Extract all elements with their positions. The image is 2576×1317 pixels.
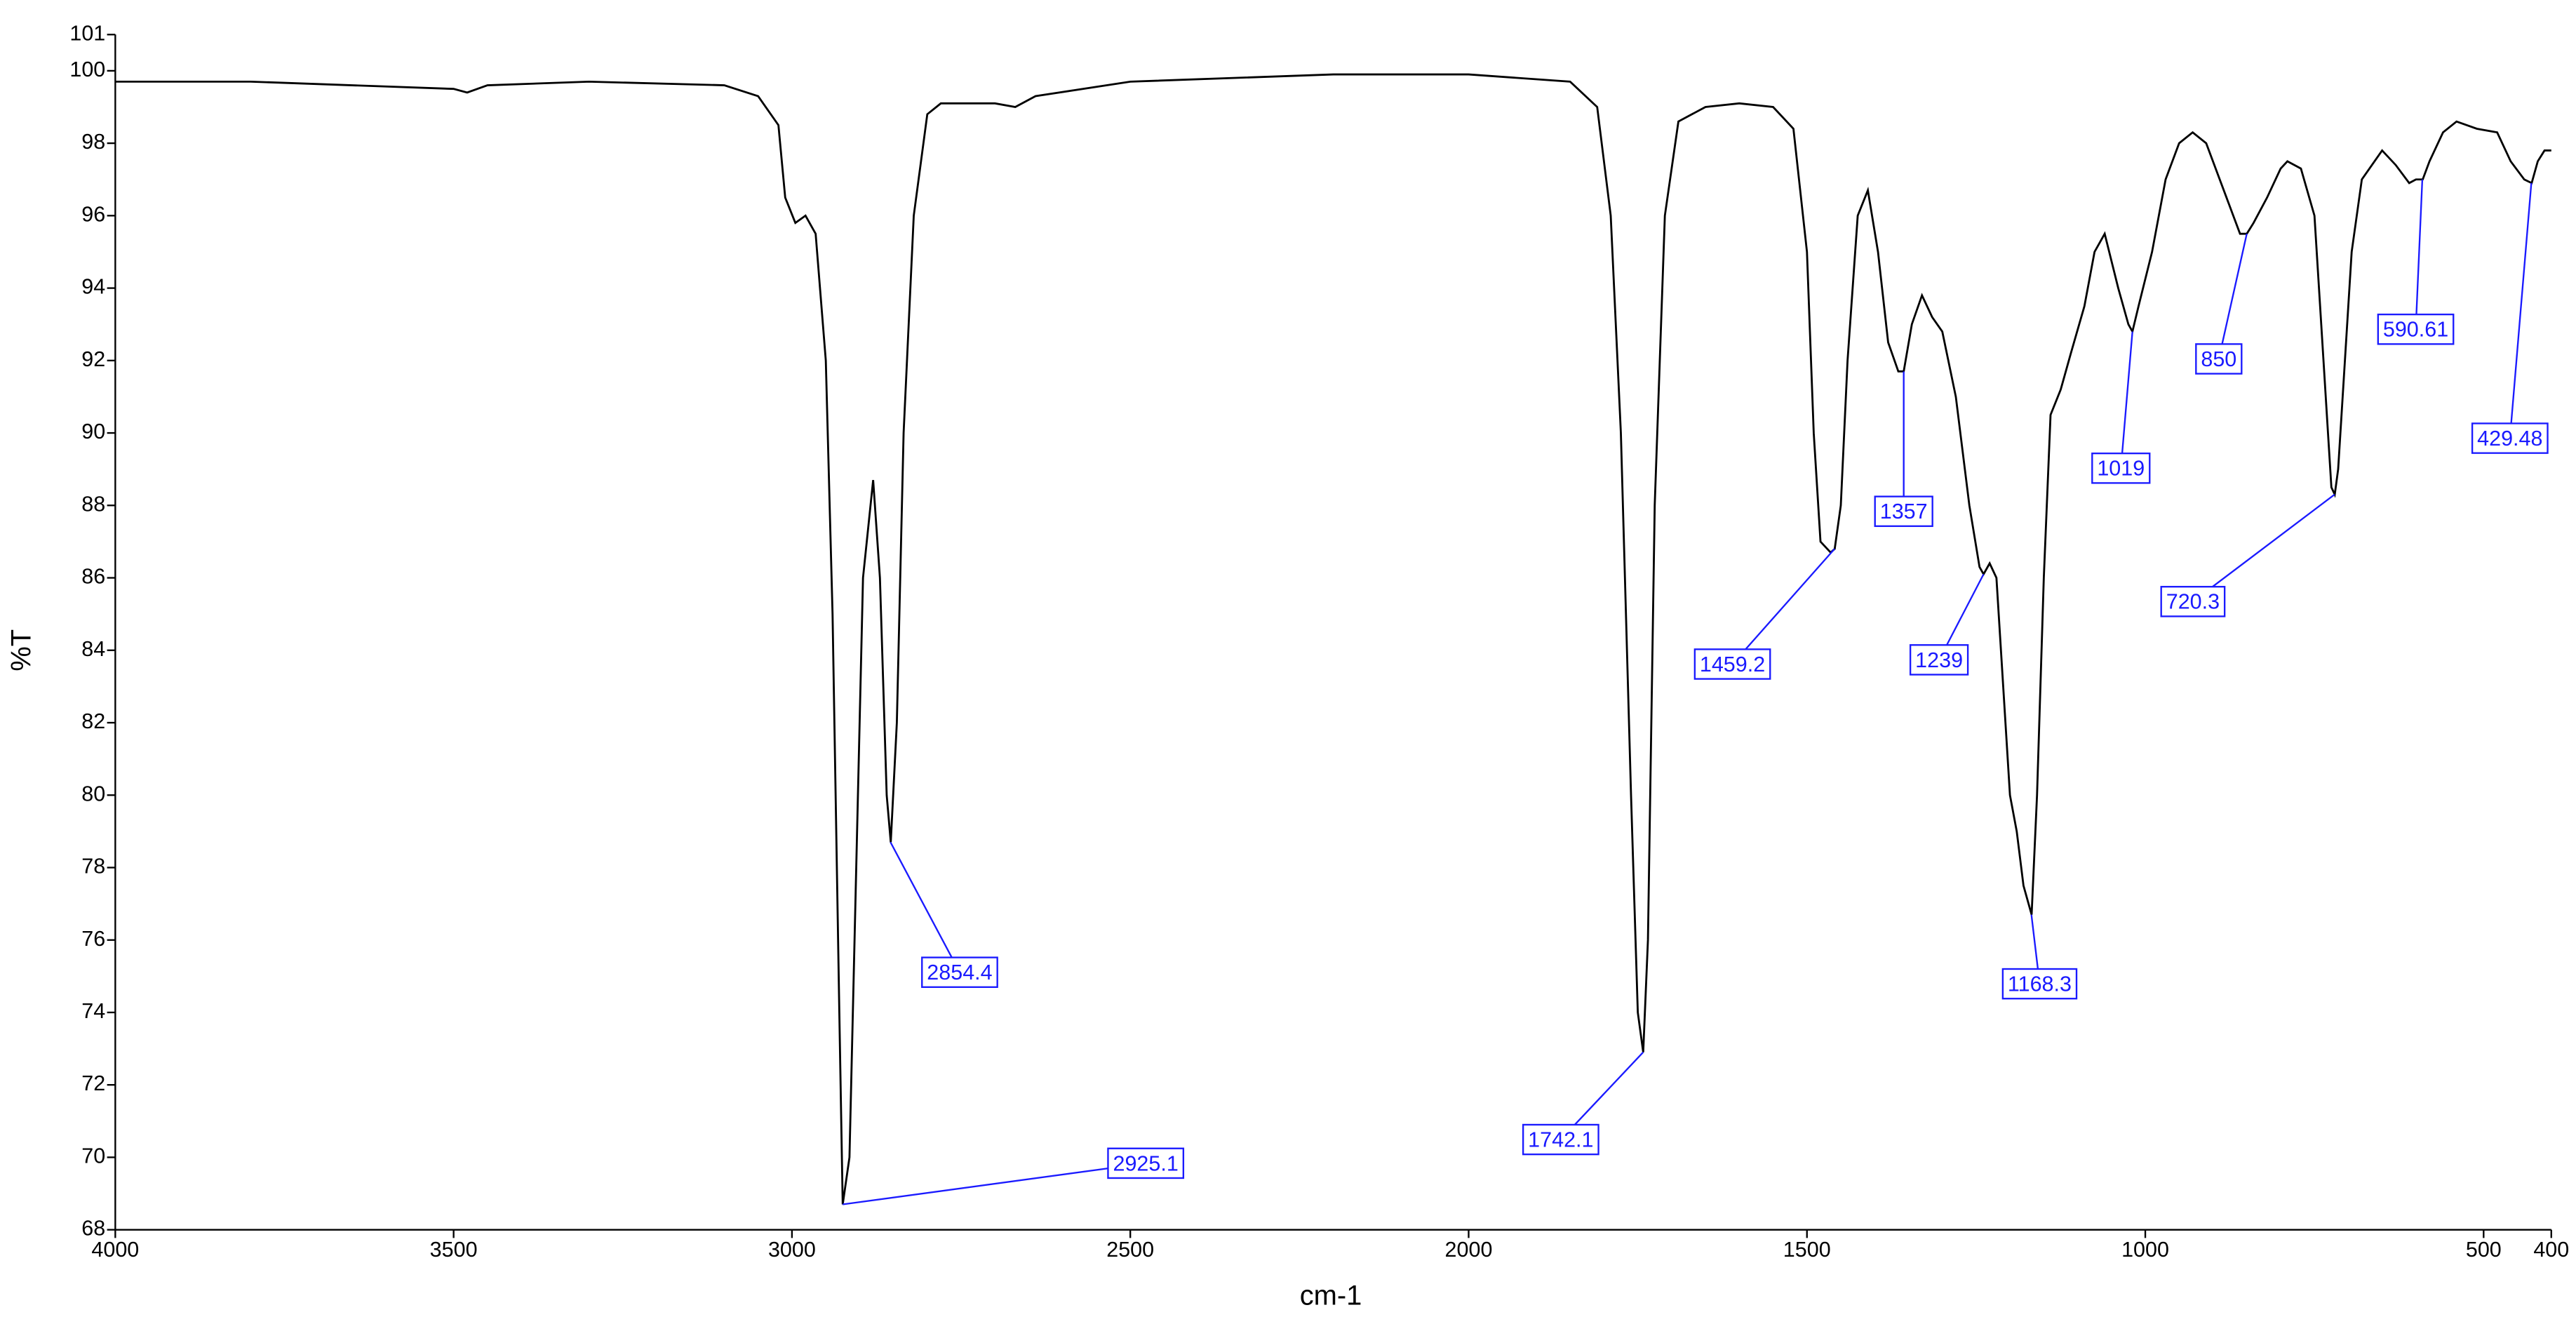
y-tick-label: 96 [81, 202, 105, 226]
peak-annotation: 2925.1 [843, 1147, 1185, 1205]
peak-label: 1459.2 [1700, 653, 1765, 676]
peak-annotation: 1742.1 [1522, 1051, 1644, 1156]
leader-line [2218, 233, 2248, 359]
peak-annotation: 1357 [1874, 371, 1933, 528]
peak-annotation: 2854.4 [890, 841, 998, 988]
peak-label: 1357 [1880, 500, 1928, 523]
peak-label: 1742.1 [1528, 1128, 1593, 1151]
y-tick-label: 94 [81, 275, 105, 299]
peak-annotation: 850 [2195, 233, 2248, 375]
x-tick-label: 1000 [2121, 1238, 2169, 1262]
y-tick-label: 70 [81, 1144, 105, 1168]
peak-annotation: 1019 [2091, 331, 2151, 484]
peak-annotation: 590.61 [2377, 179, 2455, 345]
x-tick-label: 2500 [1106, 1238, 1154, 1262]
peak-label: 1239 [1915, 648, 1963, 672]
peak-label: 2925.1 [1113, 1151, 1178, 1175]
x-tick-label: 4000 [91, 1238, 139, 1262]
label-box [1107, 1147, 1185, 1179]
y-tick-label: 86 [81, 565, 105, 589]
label-box [2091, 452, 2151, 484]
y-tick-label: 76 [81, 927, 105, 951]
label-box [2471, 422, 2549, 454]
peak-annotation: 1239 [1909, 573, 1985, 676]
label-box [2377, 313, 2455, 345]
peak-annotation: 429.48 [2471, 182, 2549, 454]
label-box [2195, 343, 2243, 375]
peak-label: 720.3 [2166, 590, 2220, 614]
leader-line [2509, 182, 2533, 439]
label-box [1522, 1123, 1599, 1156]
y-axis-label: %T [6, 629, 36, 671]
peak-label: 1019 [2097, 457, 2145, 481]
peak-annotation: 720.3 [2160, 493, 2335, 617]
y-tick-label: 82 [81, 709, 105, 733]
y-tick-label: 72 [81, 1071, 105, 1095]
leader-line [1731, 548, 1835, 665]
x-tick-label: 500 [2466, 1238, 2502, 1262]
y-tick-label: 74 [81, 999, 105, 1023]
x-tick-label: 3500 [430, 1238, 478, 1262]
peak-annotation: 1459.2 [1693, 548, 1835, 680]
y-tick-label: 84 [81, 637, 105, 661]
x-tick-label: 1500 [1783, 1238, 1831, 1262]
y-tick-label: 88 [81, 492, 105, 516]
label-box [921, 956, 998, 988]
leader-line [2192, 493, 2335, 603]
leader-line [2415, 179, 2424, 330]
y-tick-label: 80 [81, 782, 105, 805]
peak-label: 590.61 [2383, 318, 2448, 342]
label-box [1874, 495, 1933, 528]
leader-line [2120, 331, 2133, 469]
x-tick-label: 3000 [768, 1238, 816, 1262]
y-tick-label: 100 [69, 58, 105, 81]
y-tick-label: 92 [81, 347, 105, 371]
label-box [1909, 644, 1969, 676]
y-tick-label: 78 [81, 855, 105, 878]
leader-line [890, 841, 960, 973]
spectrum-line [115, 73, 2551, 1205]
y-tick-label: 90 [81, 420, 105, 443]
leader-line [843, 1162, 1146, 1205]
peak-annotation: 1168.3 [2001, 914, 2078, 1000]
y-tick-label: 68 [81, 1217, 105, 1241]
peak-label: 429.48 [2477, 427, 2542, 450]
peak-label: 850 [2201, 347, 2236, 371]
x-tick-label: 400 [2533, 1238, 2569, 1262]
x-tick-label: 2000 [1445, 1238, 1493, 1262]
label-box [1693, 648, 1771, 680]
peak-label: 1168.3 [2008, 972, 2072, 996]
y-tick-label: 98 [81, 130, 105, 154]
label-box [2160, 586, 2226, 617]
peak-label: 2854.4 [927, 961, 992, 984]
x-axis-label: cm-1 [1300, 1280, 1362, 1311]
label-box [2001, 968, 2078, 1000]
y-tick-label: 101 [69, 21, 105, 45]
